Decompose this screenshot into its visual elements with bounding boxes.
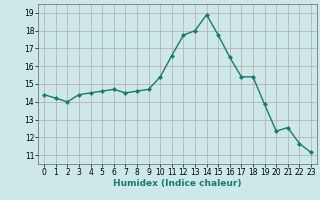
X-axis label: Humidex (Indice chaleur): Humidex (Indice chaleur) — [113, 179, 242, 188]
